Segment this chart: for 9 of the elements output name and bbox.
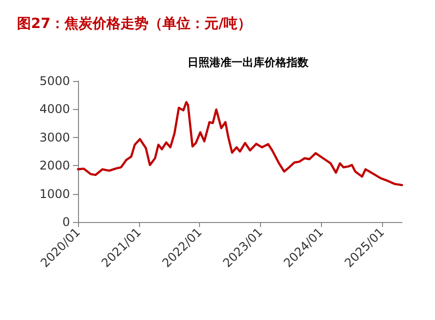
y-tick-label: 2000	[39, 158, 70, 173]
y-tick-label: 3000	[39, 130, 70, 144]
chart-subtitle: 日照港准一出库价格指数	[188, 56, 310, 69]
chart-title: 图27：焦炭价格走势（单位：元/吨）	[17, 16, 252, 32]
y-tick-label: 0	[62, 215, 70, 229]
y-tick-label: 4000	[39, 102, 70, 116]
y-tick-label: 1000	[39, 186, 70, 201]
line-series	[76, 101, 404, 186]
y-tick-label: 5000	[39, 74, 70, 88]
